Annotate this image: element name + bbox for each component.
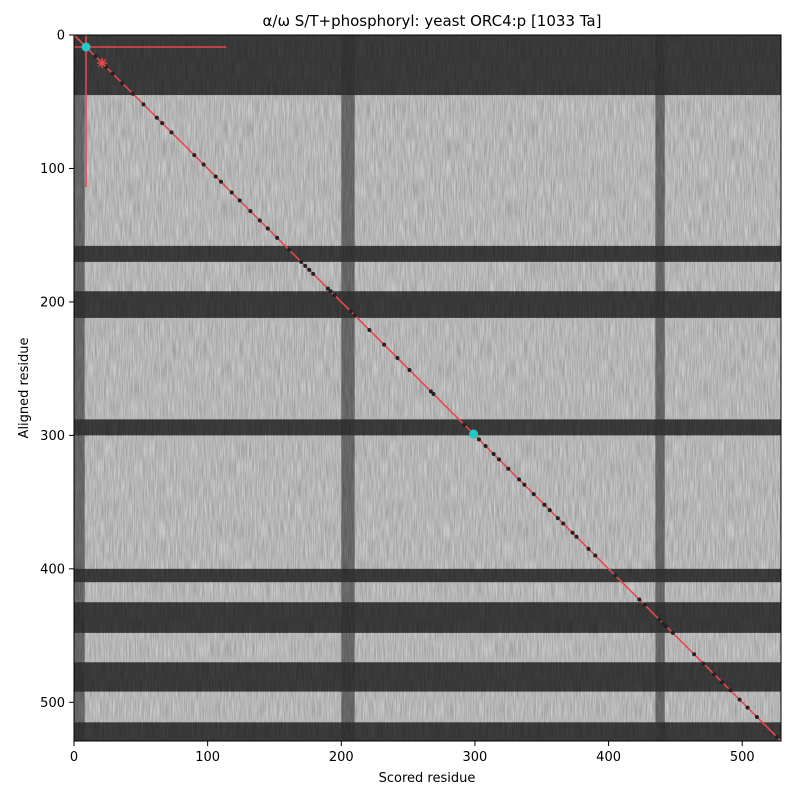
- site-marker: [287, 247, 292, 252]
- site-marker: [712, 672, 717, 677]
- site-marker: [160, 121, 165, 126]
- site-marker: [130, 91, 135, 96]
- site-marker: [257, 218, 262, 223]
- site-marker: [701, 661, 706, 666]
- site-marker: [774, 734, 779, 739]
- highlight-point: [469, 429, 479, 439]
- y-tick-label: 500: [40, 696, 65, 711]
- site-marker: [348, 309, 353, 314]
- site-marker: [462, 422, 467, 427]
- site-marker: [555, 516, 560, 521]
- plot-frame: [73, 34, 782, 742]
- site-marker: [522, 482, 527, 487]
- site-marker: [303, 263, 308, 268]
- y-tick-label: 200: [40, 295, 65, 310]
- site-marker: [428, 389, 433, 394]
- x-tick-label: 100: [195, 750, 220, 765]
- site-marker: [561, 521, 566, 526]
- y-tick-label: 400: [40, 562, 65, 577]
- site-marker: [237, 198, 242, 203]
- x-tick-label: 0: [70, 750, 78, 765]
- site-marker: [547, 508, 552, 513]
- site-marker: [661, 621, 666, 626]
- site-marker: [169, 130, 174, 135]
- site-marker: [476, 437, 481, 442]
- chart-title: α/ω S/T+phosphoryl: yeast ORC4:p [1033 T…: [263, 12, 602, 30]
- site-markers: [93, 54, 779, 739]
- site-marker: [248, 209, 253, 214]
- site-marker: [141, 102, 146, 107]
- site-marker: [395, 355, 400, 360]
- site-marker: [491, 452, 496, 457]
- star-marker: [97, 58, 108, 69]
- site-marker: [154, 115, 159, 120]
- y-tick-label: 0: [57, 29, 65, 44]
- site-marker: [120, 81, 125, 86]
- y-axis-label: Aligned residue: [17, 338, 32, 439]
- highlight-point: [81, 42, 91, 52]
- site-marker: [720, 680, 725, 685]
- site-marker: [542, 502, 547, 507]
- site-marker: [586, 546, 591, 551]
- site-marker: [332, 293, 337, 298]
- site-marker: [382, 342, 387, 347]
- site-marker: [307, 267, 312, 272]
- y-axis: 0 100 200 300 400 500: [40, 29, 74, 711]
- site-marker: [328, 289, 333, 294]
- x-axis: 0 100 200 300 400 500: [70, 741, 755, 765]
- site-marker: [497, 457, 502, 462]
- site-marker: [367, 327, 372, 332]
- site-marker: [517, 477, 522, 482]
- site-marker: [299, 259, 304, 264]
- x-tick-label: 200: [329, 750, 354, 765]
- site-marker: [265, 226, 270, 231]
- site-marker: [570, 530, 575, 535]
- site-marker: [213, 174, 218, 179]
- site-marker: [407, 367, 412, 372]
- site-marker: [657, 617, 662, 622]
- x-tick-label: 500: [730, 750, 755, 765]
- site-marker: [692, 652, 697, 657]
- site-marker: [593, 553, 598, 558]
- site-marker: [637, 597, 642, 602]
- site-marker: [483, 444, 488, 449]
- site-marker: [311, 271, 316, 276]
- site-marker: [201, 162, 206, 167]
- site-marker: [219, 179, 224, 184]
- site-marker: [531, 492, 536, 497]
- site-marker: [110, 71, 115, 76]
- site-marker: [574, 534, 579, 539]
- site-marker: [728, 688, 733, 693]
- site-marker: [229, 190, 234, 195]
- x-axis-label: Scored residue: [379, 771, 476, 786]
- site-marker: [670, 630, 675, 635]
- site-marker: [754, 714, 759, 719]
- site-marker: [737, 697, 742, 702]
- site-marker: [506, 466, 511, 471]
- x-tick-label: 300: [463, 750, 488, 765]
- site-marker: [192, 153, 197, 158]
- site-marker: [352, 313, 357, 318]
- highlight-points: [81, 42, 479, 439]
- site-marker: [745, 705, 750, 710]
- site-marker: [613, 573, 618, 578]
- site-marker: [664, 624, 669, 629]
- y-tick-label: 300: [40, 429, 65, 444]
- site-marker: [642, 602, 647, 607]
- site-marker: [431, 392, 436, 397]
- x-tick-label: 400: [596, 750, 621, 765]
- site-marker: [325, 286, 330, 291]
- y-tick-label: 100: [40, 162, 65, 177]
- star-marker-group: [97, 58, 108, 69]
- site-marker: [275, 235, 280, 240]
- site-marker: [93, 54, 98, 59]
